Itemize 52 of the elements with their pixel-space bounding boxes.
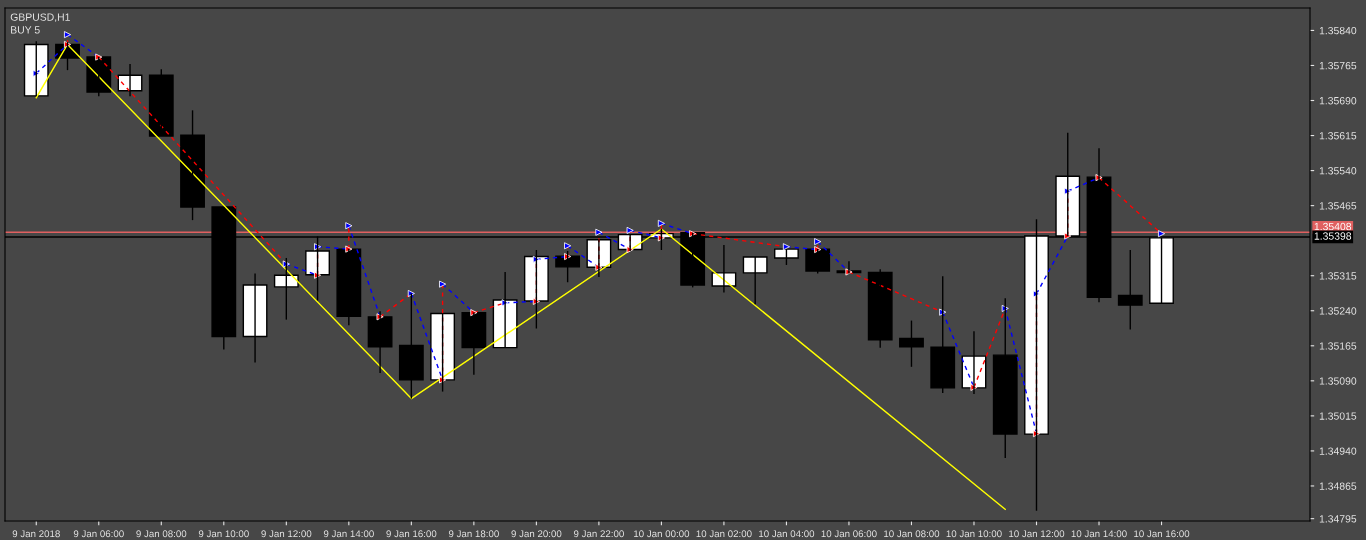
x-tick-label: 9 Jan 12:00 <box>261 530 312 538</box>
x-tick-label: 9 Jan 20:00 <box>511 530 562 538</box>
y-tick-label: 1.35165 <box>1319 342 1357 350</box>
chart-title: GBPUSD,H1 <box>10 13 70 23</box>
y-tick-label: 1.35015 <box>1319 412 1357 420</box>
candlestick <box>430 312 456 393</box>
annotation: BUY 5 <box>11 26 40 34</box>
x-tick-label: 10 Jan 14:00 <box>1071 530 1127 538</box>
candlestick <box>398 292 424 400</box>
y-tick-label: 1.35090 <box>1319 377 1357 385</box>
candlestick <box>148 68 174 137</box>
candlestick <box>523 249 549 330</box>
x-tick-label: 9 Jan 18:00 <box>448 530 499 538</box>
y-tick-label: 1.34940 <box>1319 447 1357 455</box>
x-tick-label: 10 Jan 02:00 <box>696 530 752 538</box>
x-tick-label: 9 Jan 10:00 <box>198 530 249 538</box>
ref-line-label: 1.35398 <box>1314 232 1352 240</box>
x-tick-label: 10 Jan 12:00 <box>1009 530 1065 538</box>
x-tick-label: 9 Jan 22:00 <box>573 530 624 538</box>
y-tick-label: 1.34865 <box>1319 482 1357 490</box>
y-tick-label: 1.35240 <box>1319 307 1357 315</box>
candlestick <box>867 268 893 349</box>
candlestick <box>899 319 924 368</box>
x-tick-label: 10 Jan 08:00 <box>884 530 940 538</box>
candlestick <box>742 256 768 305</box>
x-tick-label: 9 Jan 06:00 <box>73 530 124 538</box>
x-tick-label: 10 Jan 16:00 <box>1134 530 1190 538</box>
y-tick-label: 1.35615 <box>1319 132 1357 140</box>
x-tick-label: 10 Jan 04:00 <box>759 530 815 538</box>
y-tick-label: 1.35465 <box>1319 202 1357 210</box>
y-tick-label: 1.35690 <box>1319 97 1357 105</box>
candlestick <box>336 248 362 326</box>
x-tick-label: 10 Jan 06:00 <box>821 530 877 538</box>
x-tick-label: 9 Jan 08:00 <box>136 530 187 538</box>
candlestick <box>492 271 518 349</box>
candlestick <box>992 297 1018 459</box>
x-tick-label: 10 Jan 00:00 <box>634 530 690 538</box>
x-tick-label: 10 Jan 10:00 <box>946 530 1002 538</box>
candlestick <box>930 275 956 394</box>
x-tick-label: 9 Jan 2018 <box>12 530 60 538</box>
x-tick-label: 9 Jan 16:00 <box>386 530 437 538</box>
candlestick <box>1117 249 1143 331</box>
candlestick <box>23 40 49 97</box>
ref-line-label: 1.35408 <box>1314 222 1352 231</box>
y-tick-label: 1.35315 <box>1319 272 1357 280</box>
y-tick-label: 1.35540 <box>1319 167 1357 175</box>
candlestick <box>86 56 112 97</box>
y-tick-label: 1.34795 <box>1319 515 1357 523</box>
y-tick-label: 1.35765 <box>1319 61 1357 70</box>
y-tick-label: 1.35840 <box>1319 26 1357 35</box>
candlestick <box>180 109 205 221</box>
x-tick-label: 9 Jan 14:00 <box>323 530 374 538</box>
